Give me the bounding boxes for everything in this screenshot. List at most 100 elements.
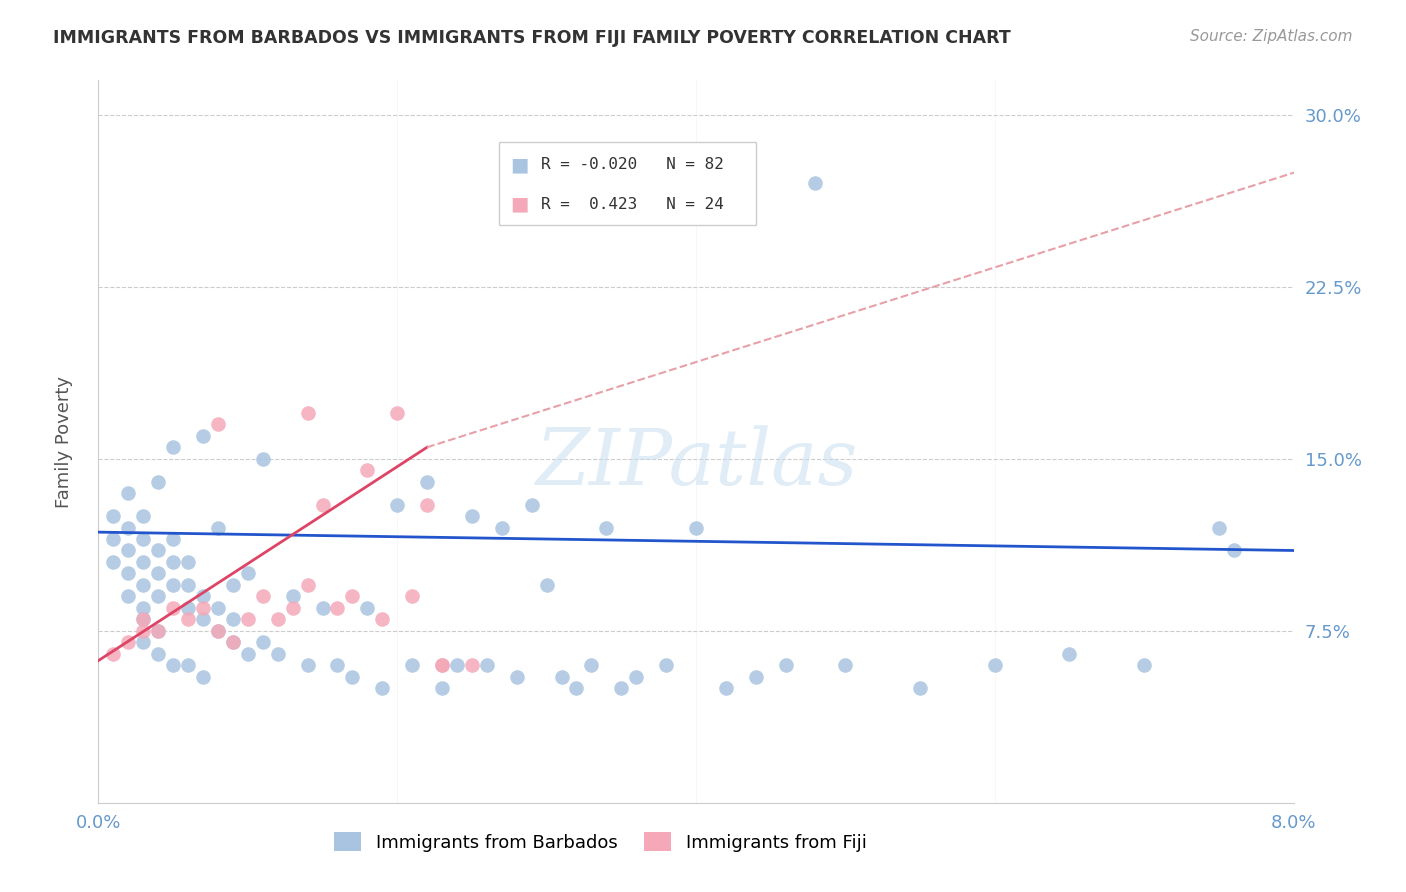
Point [491,520,513,534]
Point [416,498,439,512]
Point [1223,543,1246,558]
Point [565,681,588,695]
Point [103,555,125,569]
Point [1133,658,1156,673]
Point [326,658,349,673]
Point [342,590,364,604]
Text: ■: ■ [510,194,529,213]
Point [162,578,184,592]
Point [148,475,170,489]
Point [655,658,678,673]
Point [804,177,827,191]
Point [461,658,484,673]
Point [132,509,155,524]
Point [162,532,184,546]
Point [117,520,139,534]
Text: R = -0.020   N = 82: R = -0.020 N = 82 [541,158,724,172]
Point [401,658,423,673]
Point [148,543,170,558]
Point [132,600,155,615]
Point [132,612,155,626]
Point [177,612,200,626]
Y-axis label: Family Poverty: Family Poverty [55,376,73,508]
Point [714,681,737,695]
Point [103,532,125,546]
Point [520,498,543,512]
Point [236,647,259,661]
Point [297,406,319,420]
Text: Source: ZipAtlas.com: Source: ZipAtlas.com [1189,29,1353,44]
Point [117,543,139,558]
Text: IMMIGRANTS FROM BARBADOS VS IMMIGRANTS FROM FIJI FAMILY POVERTY CORRELATION CHAR: IMMIGRANTS FROM BARBADOS VS IMMIGRANTS F… [53,29,1011,46]
Point [148,624,170,638]
Point [236,566,259,581]
Point [401,590,423,604]
Text: ZIPatlas: ZIPatlas [534,425,858,501]
Point [356,463,378,477]
Point [356,600,378,615]
Point [506,670,529,684]
Point [162,555,184,569]
Point [117,635,139,649]
Point [311,498,333,512]
Point [385,406,409,420]
Point [207,600,229,615]
Point [132,578,155,592]
Point [430,658,453,673]
Point [207,520,229,534]
Point [132,612,155,626]
Point [132,555,155,569]
Point [222,635,245,649]
Point [177,555,200,569]
Point [581,658,603,673]
Point [775,658,797,673]
Point [148,624,170,638]
Point [311,600,333,615]
Point [162,600,184,615]
Point [117,566,139,581]
Point [984,658,1007,673]
Point [267,612,290,626]
Point [222,612,245,626]
Text: R =  0.423   N = 24: R = 0.423 N = 24 [541,196,724,211]
Point [148,566,170,581]
Point [236,612,259,626]
Point [745,670,768,684]
Point [252,635,274,649]
Point [281,600,304,615]
Point [908,681,931,695]
Point [222,635,245,649]
Point [281,590,304,604]
Point [132,532,155,546]
Point [446,658,468,673]
Point [252,451,274,466]
Point [267,647,290,661]
Point [191,429,214,443]
Point [550,670,572,684]
Point [148,647,170,661]
Point [103,509,125,524]
Point [371,612,394,626]
Point [177,578,200,592]
Point [207,417,229,432]
Point [416,475,439,489]
Point [252,590,274,604]
Point [191,590,214,604]
Point [177,658,200,673]
Point [207,624,229,638]
Point [371,681,394,695]
Point [297,658,319,673]
Point [430,658,453,673]
Point [117,486,139,500]
Point [342,670,364,684]
Point [148,590,170,604]
Point [536,578,558,592]
Point [222,578,245,592]
Text: ■: ■ [510,155,529,175]
Point [610,681,633,695]
Point [326,600,349,615]
Point [207,624,229,638]
Point [1208,520,1230,534]
Point [103,647,125,661]
FancyBboxPatch shape [499,142,756,225]
